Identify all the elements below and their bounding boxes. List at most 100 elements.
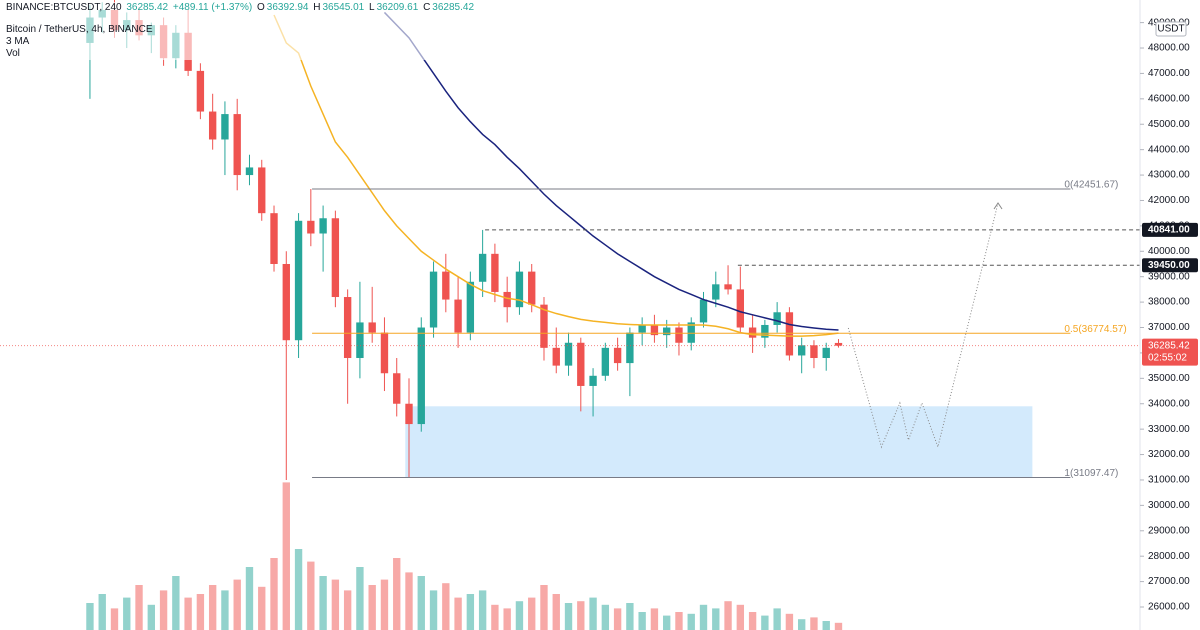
y-tick-label: 44000.00 [1148,144,1190,155]
candle-body [736,289,745,328]
candle-body [540,304,548,348]
vol-label: Vol [6,48,20,59]
candle-body [515,271,524,308]
legend-header: BINANCE:BTCUSDT, 240 36285.42 +489.11 (+… [6,2,477,60]
l-value: 36209.61 [376,2,419,13]
y-tick-label: 28000.00 [1148,551,1190,562]
symbol: BINANCE:BTCUSDT, 240 [6,2,122,13]
level-badge-label: 40841.00 [1148,225,1190,236]
candle-body [589,375,597,386]
volume-bar [724,601,732,630]
y-tick-label: 40000.00 [1148,246,1190,257]
y-tick-label: 32000.00 [1148,449,1190,460]
volume-bar [466,594,475,630]
volume-bar [748,612,757,630]
y-tick-label: 30000.00 [1148,500,1190,511]
volume-bar [712,608,720,630]
o-letter: O [256,2,265,13]
volume-bar [135,585,143,630]
projection-arrow [993,202,1003,210]
volume-bar [86,603,94,630]
candle-body [748,327,757,338]
volume-bar [454,597,462,630]
candle-body [798,345,806,356]
volume-bar [785,613,794,630]
y-tick-label: 39000.00 [1148,271,1190,282]
volume-bar [393,558,401,630]
volume-bar [270,558,278,630]
candle-body [258,167,266,214]
volume-bar [552,594,560,630]
volume-bar [650,608,659,630]
c-value: 36285.42 [432,2,475,13]
volume-bar [564,603,573,630]
candle-body [343,297,352,359]
currency-badge [1155,21,1187,37]
volume-bar [221,590,229,630]
candle-body [454,299,462,333]
volume-bar [589,597,597,630]
candle-body [393,373,401,404]
y-tick-label: 31000.00 [1148,475,1190,486]
volume-bar [810,617,818,630]
y-tick-label: 48000.00 [1148,43,1190,54]
candle-body [712,284,720,300]
candle-body [773,312,781,325]
fib-label: 1(31097.47) [1064,468,1118,479]
c-letter: C [423,2,431,13]
candle-body [270,213,278,264]
candle-body [478,253,487,282]
candle-body [282,263,290,341]
candle-body [208,111,217,140]
volume-bar [736,604,745,630]
y-tick-label: 45000.00 [1148,119,1190,130]
candle-body [601,347,610,376]
volume-bar [245,567,254,630]
countdown: 02:55:02 [1148,352,1187,363]
y-tick-label: 37000.00 [1148,322,1190,333]
volume-bar [159,590,168,630]
candle-body [650,324,659,336]
volume-bar [331,579,340,630]
volume-bar [822,621,830,630]
volume-bar [368,585,376,630]
candle-body [761,324,769,338]
level-badge [1142,222,1198,237]
volume-bar [233,579,241,630]
candle-body [405,403,413,425]
candle-body [417,327,425,425]
currency-label: USDT [1157,24,1184,35]
volume-bar [478,590,487,630]
y-tick-label: 27000.00 [1148,576,1190,587]
candle-body [356,322,364,359]
candle-body [307,220,315,234]
fib-label: 0.5(36774.57) [1064,324,1126,335]
candle-body [663,327,671,336]
volume-bar [442,583,450,630]
level-badge-label: 39450.00 [1148,260,1190,271]
candle-body [233,114,241,176]
candle-body [834,342,843,346]
candle-body [613,347,622,364]
volume-bar [307,561,315,630]
volume-bar [147,604,155,630]
candle-body [626,332,634,364]
volume-bar [208,585,217,630]
candle-body [822,347,830,359]
candle-body [196,70,205,112]
candle-body [221,114,229,140]
candle-body [368,322,376,333]
header-line: BINANCE:BTCUSDT, 240 36285.42 +489.11 (+… [6,2,476,14]
volume-bar [626,603,634,630]
volume-bar [773,608,781,630]
candle-body [810,345,818,359]
candle-body [638,324,646,333]
candle-body [785,312,794,356]
candle-body [429,271,438,328]
volume-bar [405,572,413,630]
moving-average [273,14,839,337]
volume-bar [798,619,806,630]
volume-bar [687,613,695,630]
volume-bar [577,601,585,630]
